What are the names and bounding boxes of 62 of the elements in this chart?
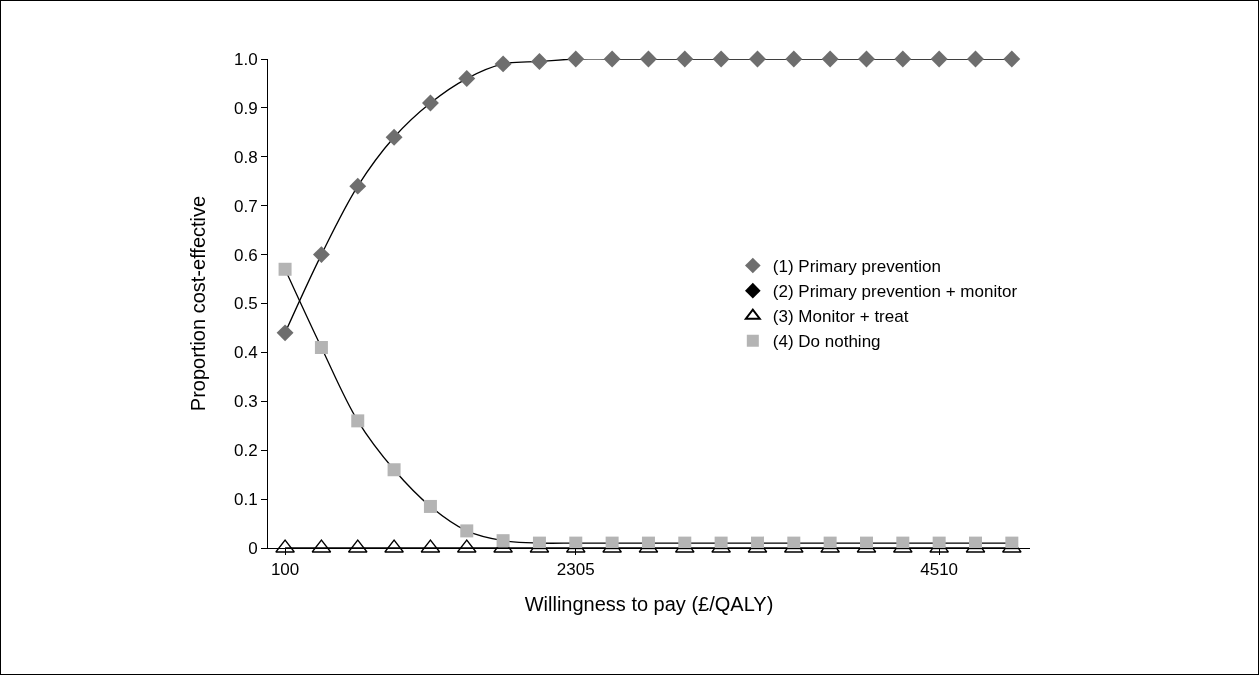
point xyxy=(314,341,328,355)
legend-label: (4) Do nothing xyxy=(772,332,881,352)
point xyxy=(387,463,401,477)
point xyxy=(676,50,694,68)
point xyxy=(932,536,946,550)
point xyxy=(967,50,984,68)
point xyxy=(785,50,803,68)
y-tick-label: 0.6 xyxy=(233,245,258,265)
point xyxy=(859,536,873,550)
point xyxy=(640,50,657,68)
point xyxy=(567,50,585,68)
legend-label: (3) Monitor + treat xyxy=(772,307,909,327)
point xyxy=(276,324,294,342)
point xyxy=(384,539,404,553)
point xyxy=(896,536,910,550)
point xyxy=(275,539,295,553)
y-tick-label: 0.9 xyxy=(233,98,258,118)
legend-label: (1) Primary prevention xyxy=(772,257,941,277)
point xyxy=(423,499,437,513)
y-tick-label: 0.8 xyxy=(233,147,258,167)
point xyxy=(496,534,510,548)
x-tick-label: 2305 xyxy=(556,560,595,580)
point xyxy=(349,177,367,195)
point xyxy=(532,536,546,550)
point xyxy=(569,536,583,550)
point xyxy=(458,70,476,88)
point xyxy=(894,50,912,68)
x-axis-title: Willingness to pay (£/QALY) xyxy=(524,592,774,615)
point xyxy=(385,128,403,146)
point xyxy=(351,414,365,428)
point xyxy=(749,50,766,68)
point xyxy=(968,536,982,550)
y-tick-label: 0.3 xyxy=(233,392,258,412)
y-tick-label: 0.7 xyxy=(233,196,258,216)
point xyxy=(278,262,292,276)
point xyxy=(1003,50,1021,68)
y-tick-label: 0.2 xyxy=(233,441,258,461)
legend-label: (2) Primary prevention + monitor xyxy=(772,282,1018,302)
y-tick-label: 1.0 xyxy=(233,49,258,69)
point xyxy=(1005,536,1019,550)
point xyxy=(787,536,801,550)
y-axis-title: Proportion cost-effective xyxy=(187,195,210,412)
x-tick-label: 100 xyxy=(270,560,300,580)
point xyxy=(494,55,512,73)
point xyxy=(641,536,655,550)
point xyxy=(678,536,692,550)
point xyxy=(460,524,474,538)
point xyxy=(603,50,621,68)
y-tick-label: 0.5 xyxy=(233,294,258,314)
point xyxy=(530,52,548,70)
y-tick-label: 0 xyxy=(248,538,258,558)
y-tick-label: 0.1 xyxy=(233,490,258,510)
x-tick-label: 4510 xyxy=(920,560,959,580)
point xyxy=(858,50,875,68)
point xyxy=(821,50,839,68)
point xyxy=(823,536,837,550)
point xyxy=(312,246,330,264)
point xyxy=(930,50,948,68)
point xyxy=(421,94,439,112)
y-tick-label: 0.4 xyxy=(233,343,258,363)
point xyxy=(750,536,764,550)
point xyxy=(712,50,730,68)
